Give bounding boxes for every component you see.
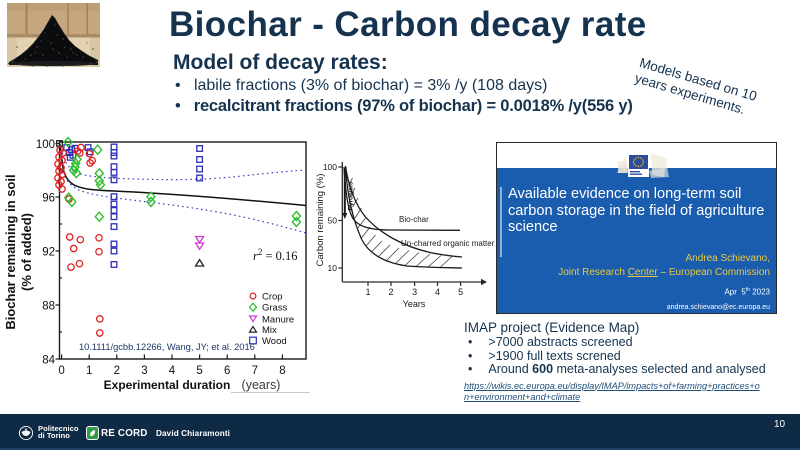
svg-text:0: 0 xyxy=(58,365,64,377)
svg-text:2: 2 xyxy=(388,287,393,297)
svg-text:100: 100 xyxy=(36,139,55,151)
svg-text:3: 3 xyxy=(141,365,147,377)
svg-text:Manure: Manure xyxy=(262,314,294,325)
svg-text:3: 3 xyxy=(412,287,417,297)
svg-text:2: 2 xyxy=(114,365,120,377)
svg-text:Crop: Crop xyxy=(262,292,283,303)
svg-text:Years: Years xyxy=(403,299,426,309)
svg-text:10: 10 xyxy=(328,263,338,273)
svg-text:6: 6 xyxy=(224,365,230,377)
svg-text:Un-charred organic matter: Un-charred organic matter xyxy=(401,239,495,248)
svg-text:5: 5 xyxy=(458,287,463,297)
svg-text:(% of added): (% of added) xyxy=(19,213,34,291)
svg-text:Bio-char: Bio-char xyxy=(399,215,429,224)
svg-text:1: 1 xyxy=(86,365,92,377)
svg-text:Wood: Wood xyxy=(262,336,287,347)
svg-text:8: 8 xyxy=(279,365,285,377)
svg-text:1: 1 xyxy=(365,287,370,297)
svg-text:Experimental duration: Experimental duration xyxy=(104,378,231,392)
svg-text:Carbon remaining (%): Carbon remaining (%) xyxy=(315,174,326,267)
svg-text:100: 100 xyxy=(323,162,337,172)
svg-text:84: 84 xyxy=(42,355,55,367)
svg-text:Grass: Grass xyxy=(262,303,288,314)
svg-text:5: 5 xyxy=(196,365,202,377)
svg-text:7: 7 xyxy=(252,365,258,377)
svg-text:4: 4 xyxy=(169,365,176,377)
svg-text:10.1111/gcbb.12266, Wang, JY;: 10.1111/gcbb.12266, Wang, JY; et al. 201… xyxy=(79,342,255,352)
svg-text:96: 96 xyxy=(42,193,55,205)
svg-text:r2 = 0.16: r2 = 0.16 xyxy=(253,247,298,263)
svg-text:88: 88 xyxy=(42,301,55,313)
svg-text:Biochar remaining in soil: Biochar remaining in soil xyxy=(3,174,18,329)
svg-text:50: 50 xyxy=(328,216,338,226)
svg-text:Mix: Mix xyxy=(262,325,277,336)
svg-text:(years): (years) xyxy=(242,378,281,392)
svg-text:92: 92 xyxy=(42,247,55,259)
svg-text:4: 4 xyxy=(435,287,440,297)
